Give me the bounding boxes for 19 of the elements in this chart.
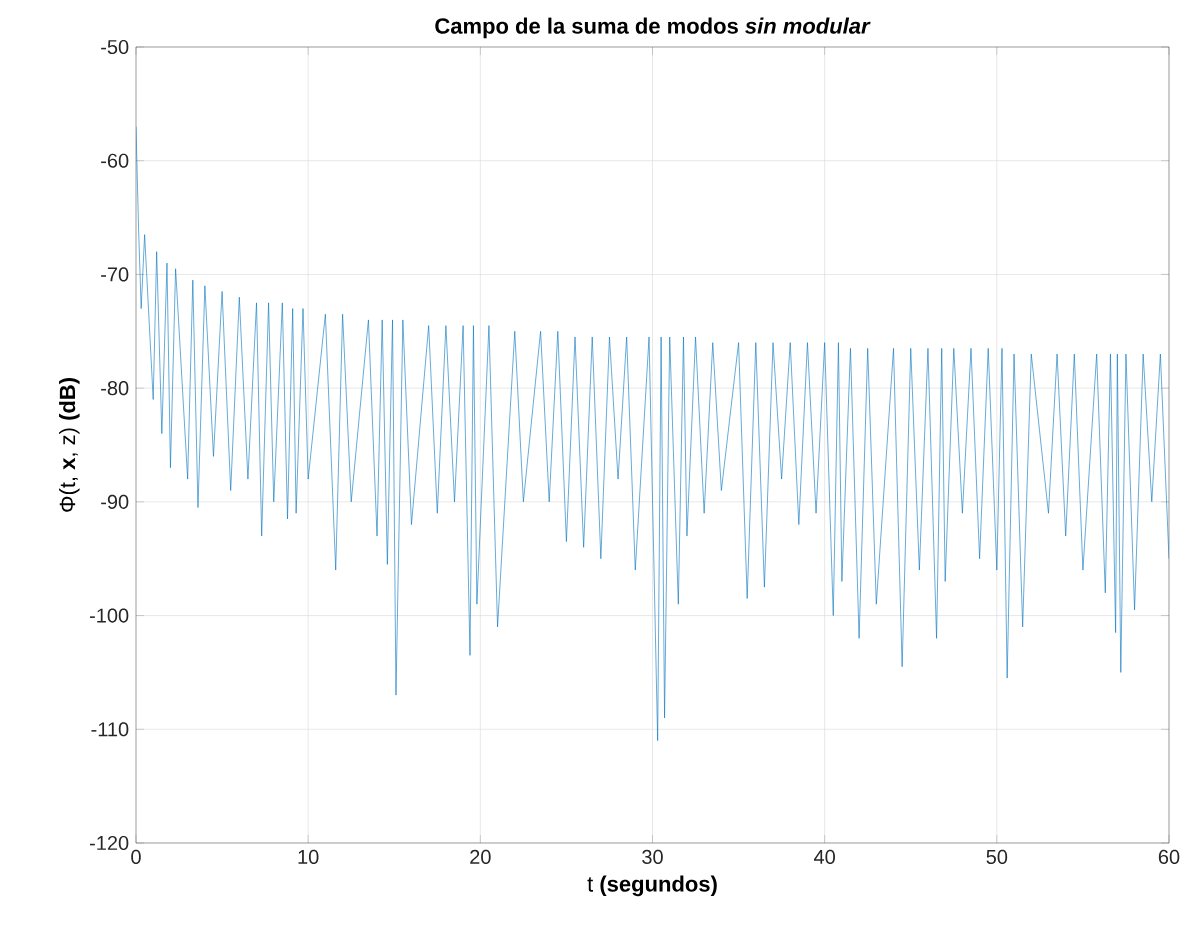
x-tick-label: 10 xyxy=(298,849,319,865)
x-tick-label: 60 xyxy=(1158,849,1180,865)
y-tick-label: -50 xyxy=(101,39,129,55)
y-tick-label: -90 xyxy=(101,494,129,509)
x-tick-label: 40 xyxy=(813,849,835,865)
line-series xyxy=(136,126,1169,741)
chart-title: Campo de la suma de modos sin modular xyxy=(435,17,871,39)
x-axis-title: t (segundos) xyxy=(587,875,717,897)
x-tick-label: 20 xyxy=(470,849,491,865)
y-tick-label: -80 xyxy=(101,381,129,396)
y-tick-label: -70 xyxy=(101,267,129,282)
x-tick-label: 30 xyxy=(642,849,663,865)
y-tick-label: -100 xyxy=(90,608,129,623)
y-tick-label: -110 xyxy=(91,722,129,737)
y-tick-label: -60 xyxy=(101,153,129,168)
x-tick-label: 0 xyxy=(131,849,141,865)
y-tick-label: -120 xyxy=(90,835,129,851)
x-tick-label: 50 xyxy=(986,849,1008,865)
y-axis-title: Φ(t, x, z) (dB) xyxy=(59,378,80,512)
